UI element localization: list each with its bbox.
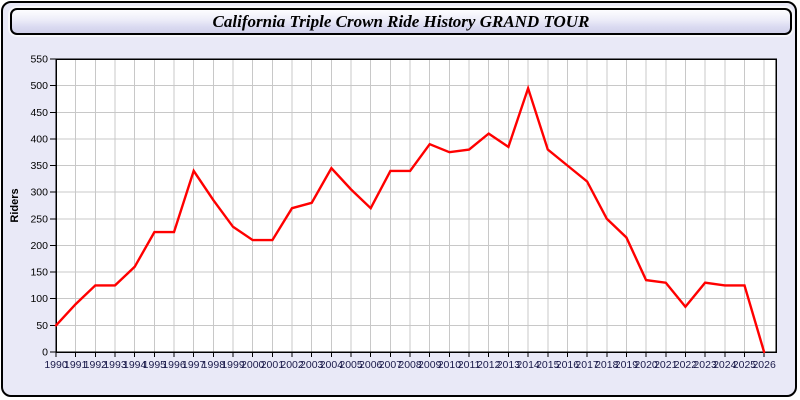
x-tick-label: 2002 (280, 359, 304, 371)
x-tick-label: 2009 (418, 359, 442, 371)
x-tick-label: 1990 (44, 359, 68, 371)
x-tick-label: 1992 (84, 359, 108, 371)
x-tick-label: 2020 (634, 359, 658, 371)
plot-area (56, 59, 776, 352)
x-tick-label: 2017 (575, 359, 599, 371)
x-tick-label: 2010 (438, 359, 462, 371)
x-tick-label: 1993 (103, 359, 127, 371)
title-bar: California Triple Crown Ride History GRA… (10, 8, 792, 35)
y-tick-label: 350 (30, 160, 48, 172)
x-tick-label: 1996 (162, 359, 186, 371)
x-tick-label: 1995 (143, 359, 167, 371)
y-tick-label: 200 (30, 240, 48, 252)
y-tick-label: 0 (42, 347, 48, 359)
x-tick-label: 2013 (497, 359, 521, 371)
x-tick-label: 2004 (320, 359, 344, 371)
x-tick-label: 2025 (733, 359, 757, 371)
y-tick-label: 450 (30, 107, 48, 119)
x-tick-label: 2023 (693, 359, 717, 371)
x-tick-label: 2011 (458, 359, 481, 371)
page-title: California Triple Crown Ride History GRA… (212, 11, 590, 31)
y-tick-label: 400 (30, 133, 48, 145)
y-tick-label: 300 (30, 187, 48, 199)
x-tick-label: 2014 (516, 359, 540, 371)
x-tick-label: 2022 (674, 359, 698, 371)
x-tick-label: 2021 (654, 359, 678, 371)
plot-border (55, 58, 777, 353)
x-tick-label: 2005 (339, 359, 363, 371)
y-tick-label: 500 (30, 80, 48, 92)
x-tick-label: 2018 (595, 359, 619, 371)
x-tick-label: 2012 (477, 359, 501, 371)
x-tick-label: 2008 (398, 359, 422, 371)
x-tick-label: 2019 (615, 359, 639, 371)
line-chart: 1990199119921993199419951996199719981999… (9, 54, 777, 371)
y-tick-label: 250 (30, 213, 48, 225)
x-tick-label: 2006 (359, 359, 383, 371)
y-tick-label: 50 (36, 320, 48, 332)
y-tick-label: 150 (30, 267, 48, 279)
y-tick-label: 100 (30, 293, 48, 305)
riders-line (54, 84, 766, 354)
x-tick-label: 2003 (300, 359, 324, 371)
x-tick-label: 2015 (536, 359, 560, 371)
x-tick-label: 2007 (379, 359, 403, 371)
x-tick-label: 2001 (261, 359, 285, 371)
y-axis-title: Riders (9, 188, 21, 222)
x-tick-label: 1991 (64, 359, 88, 371)
x-tick-label: 1998 (202, 359, 226, 371)
x-tick-label: 2026 (752, 359, 776, 371)
x-tick-label: 1997 (182, 359, 206, 371)
x-tick-label: 2024 (713, 359, 737, 371)
y-tick-label: 550 (30, 54, 48, 66)
x-tick-label: 2016 (556, 359, 580, 371)
x-tick-label: 1994 (123, 359, 147, 371)
x-tick-label: 2000 (241, 359, 265, 371)
x-tick-label: 1999 (221, 359, 245, 371)
